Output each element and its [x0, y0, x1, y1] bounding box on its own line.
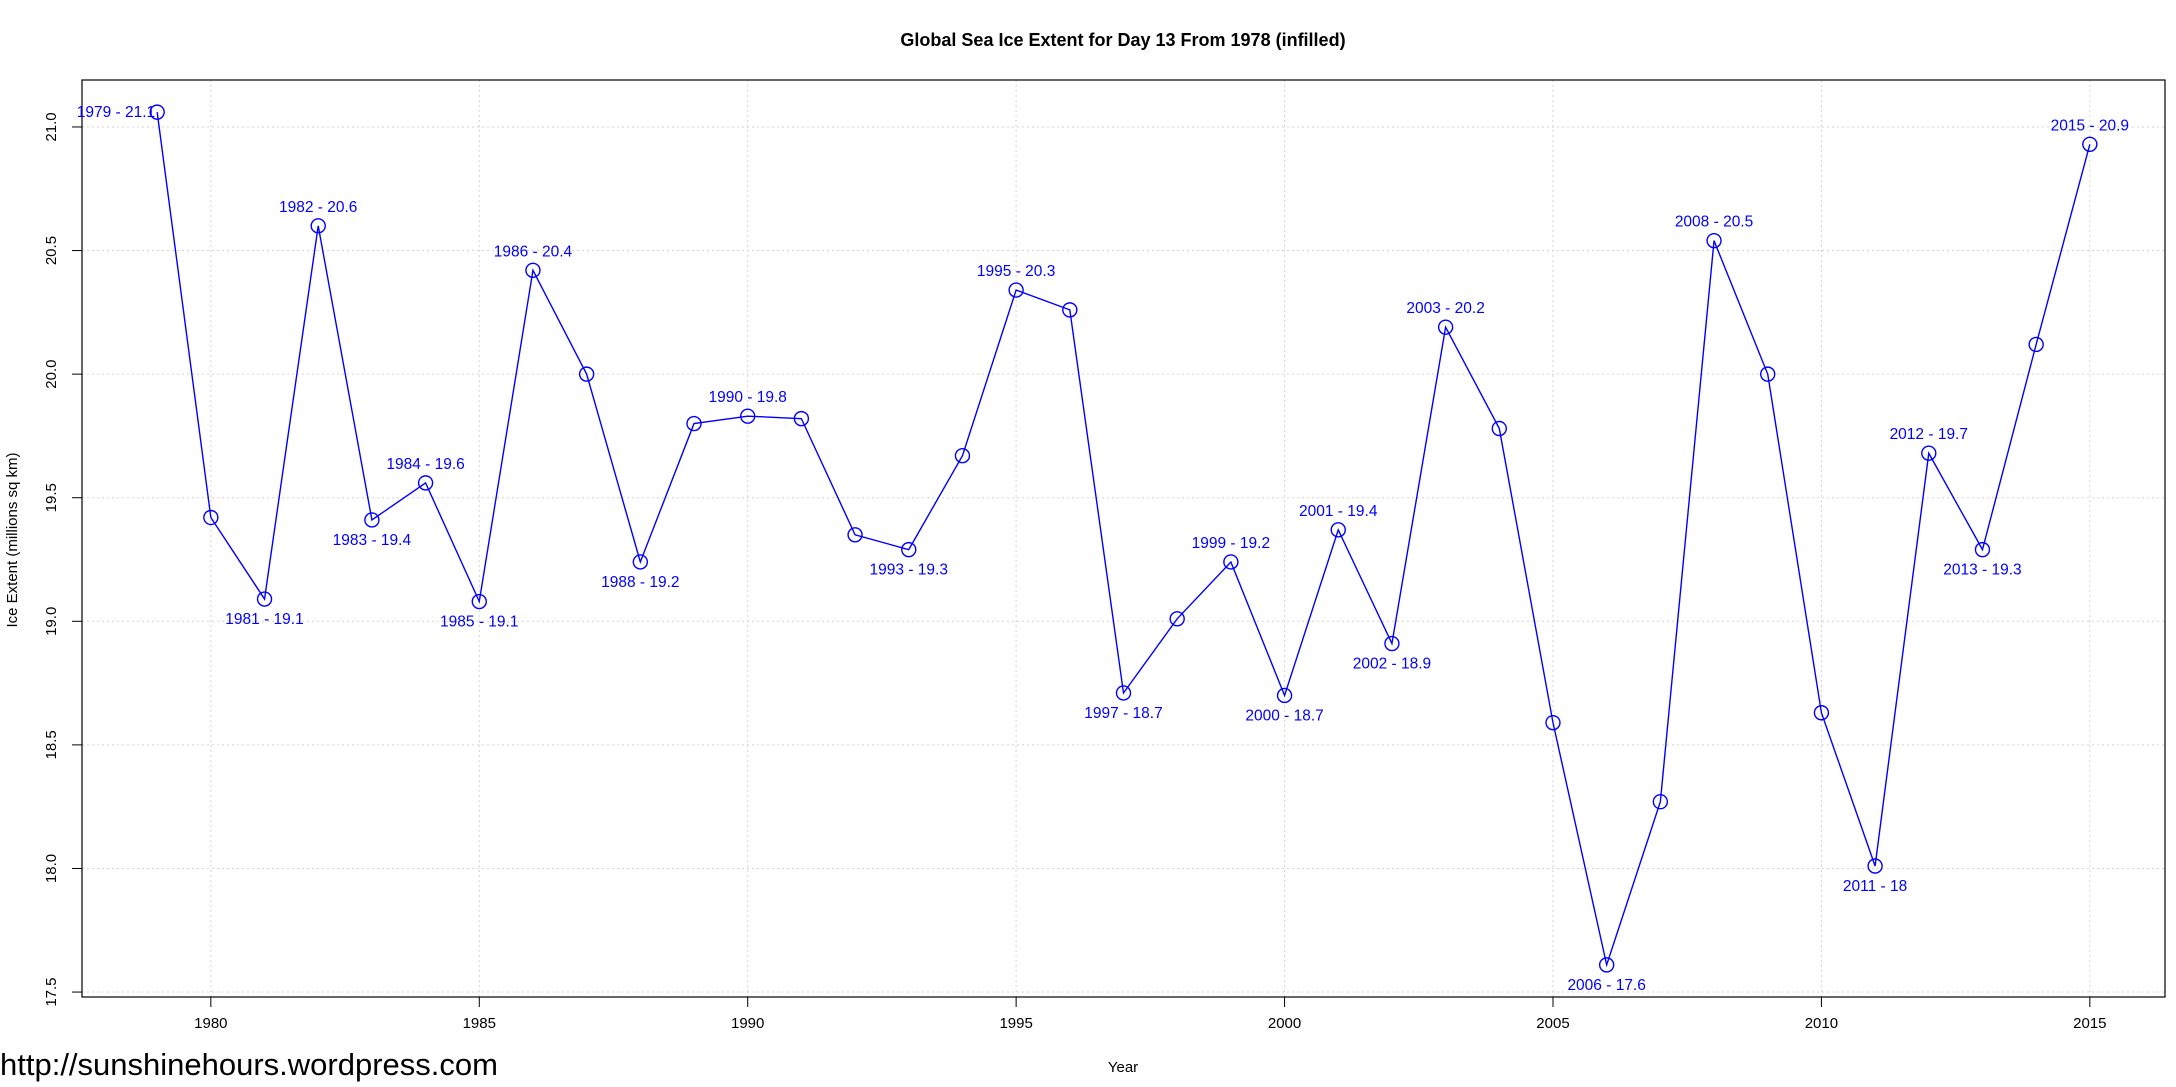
y-tick-label: 21.0 — [43, 112, 60, 141]
y-tick-label: 18.0 — [43, 854, 60, 883]
plot-frame — [81, 79, 2166, 998]
data-point — [1598, 957, 1615, 973]
data-label: 1997 - 18.7 — [1084, 705, 1162, 722]
data-point — [632, 554, 649, 570]
data-point — [525, 262, 541, 279]
data-point — [1760, 366, 1776, 382]
data-label: 2002 - 18.9 — [1353, 656, 1431, 673]
data-label: 2003 - 20.2 — [1406, 300, 1484, 317]
y-tick-label: 17.5 — [43, 977, 60, 1006]
series-line — [156, 112, 2091, 968]
x-tick-label: 2005 — [1536, 1015, 1569, 1032]
data-point — [1330, 522, 1346, 538]
data-label: 2013 - 19.3 — [1943, 562, 2021, 579]
data-label: 2011 - 18 — [1843, 878, 1907, 895]
data-label: 1990 - 19.8 — [708, 389, 786, 406]
data-label: 1979 - 21.1 — [77, 104, 155, 121]
data-point — [847, 527, 863, 543]
x-tick-label: 2000 — [1268, 1015, 1301, 1032]
data-point — [256, 591, 273, 607]
data-point — [901, 541, 917, 558]
x-tick-label: 1990 — [731, 1015, 764, 1032]
chart-title: Global Sea Ice Extent for Day 13 From 19… — [900, 30, 1345, 50]
data-point — [471, 593, 487, 610]
data-point — [1545, 714, 1561, 731]
data-point — [2028, 336, 2044, 353]
data-point — [1008, 282, 1024, 298]
data-point — [417, 475, 434, 491]
x-axis-label: Year — [1108, 1059, 1138, 1076]
x-tick-label: 1985 — [463, 1015, 496, 1032]
data-point — [364, 512, 380, 528]
data-point — [1169, 611, 1185, 627]
y-tick-label: 19.0 — [43, 607, 60, 636]
data-point — [1813, 705, 1830, 721]
data-point — [1652, 794, 1669, 810]
data-point — [740, 408, 756, 424]
data-label: 2008 - 20.5 — [1675, 214, 1753, 231]
data-label: 2012 - 19.7 — [1890, 426, 1968, 443]
data-point — [310, 218, 326, 234]
data-label: 1988 - 19.2 — [601, 574, 679, 591]
x-tick-label: 2010 — [1805, 1015, 1838, 1032]
data-label: 2001 - 19.4 — [1299, 503, 1378, 520]
x-tick-label: 1980 — [194, 1015, 227, 1032]
data-label: 1982 - 20.6 — [279, 199, 357, 216]
y-tick-label: 20.0 — [43, 360, 60, 389]
data-point — [793, 410, 810, 427]
data-point — [1223, 554, 1239, 570]
data-point — [1921, 445, 1937, 461]
data-point — [1115, 685, 1132, 701]
data-label: 1993 - 19.3 — [870, 562, 948, 579]
x-tick-label: 1995 — [999, 1015, 1032, 1032]
x-tick-label: 2015 — [2073, 1015, 2106, 1032]
data-label: 2000 - 18.7 — [1245, 707, 1323, 724]
data-point — [1384, 635, 1400, 652]
data-label: 1999 - 19.2 — [1192, 535, 1270, 552]
data-point — [1491, 420, 1507, 437]
data-label: 1986 - 20.4 — [494, 243, 573, 260]
data-label: 1984 - 19.6 — [386, 456, 464, 473]
data-label: 1983 - 19.4 — [333, 532, 412, 549]
data-point — [1974, 541, 1991, 558]
data-point — [1437, 319, 1454, 335]
data-label: 2006 - 17.6 — [1567, 977, 1645, 994]
data-point — [1276, 687, 1293, 704]
data-point — [578, 366, 595, 382]
y-axis-label: Ice Extent (millions sq km) — [4, 452, 21, 627]
data-point — [1867, 858, 1883, 874]
y-tick-label: 19.5 — [43, 483, 60, 512]
data-label: 1995 - 20.3 — [977, 263, 1055, 280]
data-point — [1706, 232, 1722, 249]
y-tick-label: 18.5 — [43, 730, 60, 759]
data-point — [203, 509, 219, 526]
data-label: 1981 - 19.1 — [225, 611, 303, 628]
data-label: 1985 - 19.1 — [440, 614, 518, 631]
data-point — [954, 447, 971, 464]
y-tick-label: 20.5 — [43, 236, 60, 265]
data-point — [149, 104, 165, 120]
data-point — [686, 415, 702, 432]
data-point — [2082, 136, 2098, 152]
watermark: http://sunshinehours.wordpress.com — [0, 1047, 498, 1082]
data-label: 2015 - 20.9 — [2051, 117, 2129, 134]
data-point — [1062, 302, 1078, 318]
